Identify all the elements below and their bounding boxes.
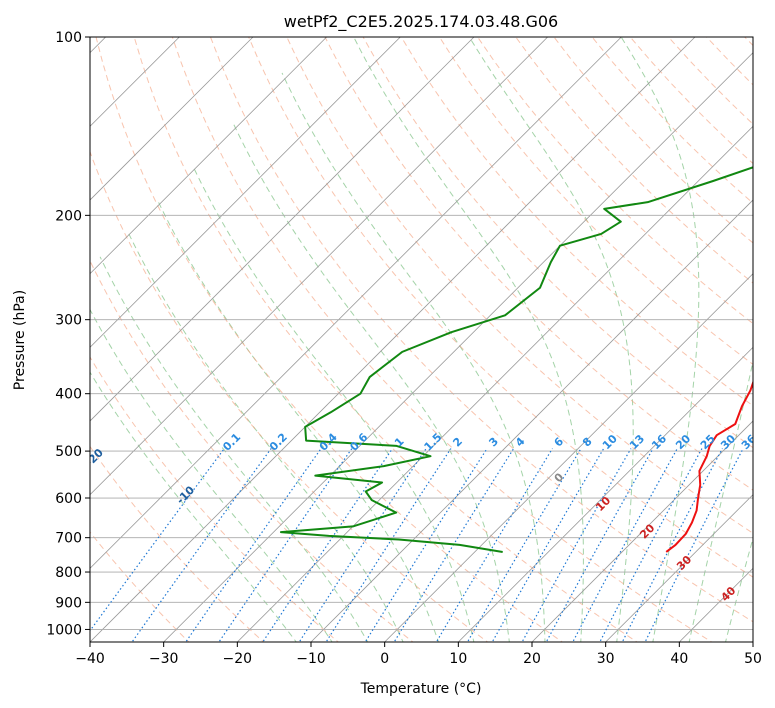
x-tick-label: −40 <box>75 651 105 667</box>
isotherm-line <box>605 494 753 642</box>
isotherm-line <box>384 273 753 642</box>
isotherm-line <box>90 37 622 569</box>
x-tick-label: 50 <box>744 651 762 667</box>
isotherm-line <box>90 37 401 348</box>
isotherms <box>90 37 753 642</box>
y-tick-label: 700 <box>55 531 82 547</box>
moist-adiabats <box>90 37 753 642</box>
dewpoint-profile <box>279 166 753 553</box>
y-tick-label: 900 <box>55 595 82 611</box>
y-tick-label: 400 <box>55 387 82 403</box>
x-axis: −40 −30 −20 −10 0 10 20 30 40 50 <box>75 642 762 667</box>
isotherm-line <box>458 346 753 642</box>
plot-frame <box>89 36 754 643</box>
temperature-profile <box>665 379 753 553</box>
dry-adiabat <box>362 37 753 449</box>
isotherm-line <box>237 125 753 642</box>
mixing-ratio-line <box>298 448 427 642</box>
x-axis-title: Temperature (°C) <box>360 681 482 697</box>
mixing-ratio-line <box>131 448 272 642</box>
y-tick-label: 500 <box>55 444 82 460</box>
chart-title: wetPf2_C2E5.2025.174.03.48.G06 <box>284 12 558 32</box>
moist-adiabat <box>232 123 510 642</box>
x-tick-label: 10 <box>449 651 467 667</box>
moist-adiabat <box>620 37 700 642</box>
isotherm-line <box>531 420 753 642</box>
moist-adiabat <box>192 165 475 642</box>
y-tick-label: 1000 <box>46 622 82 638</box>
x-tick-label: −10 <box>296 651 326 667</box>
mixing-ratio-line <box>185 448 322 642</box>
dry-adiabat <box>439 37 753 366</box>
y-axis: 100 200 300 400 500 600 700 800 900 1000 <box>46 30 90 638</box>
dry-adiabat <box>248 37 753 578</box>
y-tick-label: 100 <box>55 30 82 46</box>
mixing-ratio-line <box>364 448 488 642</box>
isotherm-line <box>90 37 475 422</box>
mixing-ratio-line <box>621 448 723 642</box>
isotherm-line <box>752 641 753 642</box>
moist-adiabat <box>128 233 404 642</box>
moist-adiabat <box>725 536 753 642</box>
moist-adiabat <box>468 37 634 642</box>
moist-adiabat <box>90 308 333 642</box>
dry-adiabat <box>400 37 753 407</box>
moist-adiabat <box>90 371 297 642</box>
dry-adiabat <box>324 37 753 491</box>
mixing-ratio-line <box>644 448 744 642</box>
profile-series <box>279 166 753 553</box>
dry-adiabat <box>286 37 753 534</box>
x-tick-label: 40 <box>670 651 688 667</box>
mixing-ratio-line <box>262 448 393 642</box>
y-tick-label: 200 <box>55 208 82 224</box>
x-tick-label: 30 <box>597 651 615 667</box>
y-tick-label: 800 <box>55 565 82 581</box>
moist-adiabat <box>281 72 546 642</box>
isotherm-line <box>90 37 548 496</box>
mixing-ratio-line <box>218 448 353 642</box>
mixing-ratio-line <box>545 448 654 642</box>
x-tick-label: 20 <box>523 651 541 667</box>
moist-adiabat <box>688 358 753 642</box>
isotherm-line <box>90 37 696 642</box>
moist-adiabat <box>353 37 584 642</box>
y-axis-title: Pressure (hPa) <box>12 290 28 390</box>
dry-adiabat <box>90 259 414 642</box>
dry-adiabat-label: -30 <box>0 408 22 431</box>
x-tick-label: 0 <box>380 651 389 667</box>
moist-adiabat <box>99 256 369 642</box>
mixing-ratio-line <box>325 448 452 642</box>
pressure-gridlines <box>90 37 753 630</box>
mixing-ratio-line <box>521 448 632 642</box>
moist-adiabat <box>158 201 440 642</box>
isotherm-line <box>163 52 753 642</box>
mixing-ratio-line <box>435 448 553 642</box>
isotherm-line <box>90 37 327 275</box>
isotherm-line <box>90 37 254 201</box>
x-tick-label: −30 <box>149 651 179 667</box>
mixing-ratio-lines <box>90 448 744 642</box>
mixing-ratio-line <box>466 448 582 642</box>
y-tick-label: 300 <box>55 313 82 329</box>
dry-adiabat <box>477 37 753 325</box>
x-tick-label: −20 <box>223 651 253 667</box>
mixing-ratio-line <box>393 448 515 642</box>
y-tick-label: 600 <box>55 491 82 507</box>
